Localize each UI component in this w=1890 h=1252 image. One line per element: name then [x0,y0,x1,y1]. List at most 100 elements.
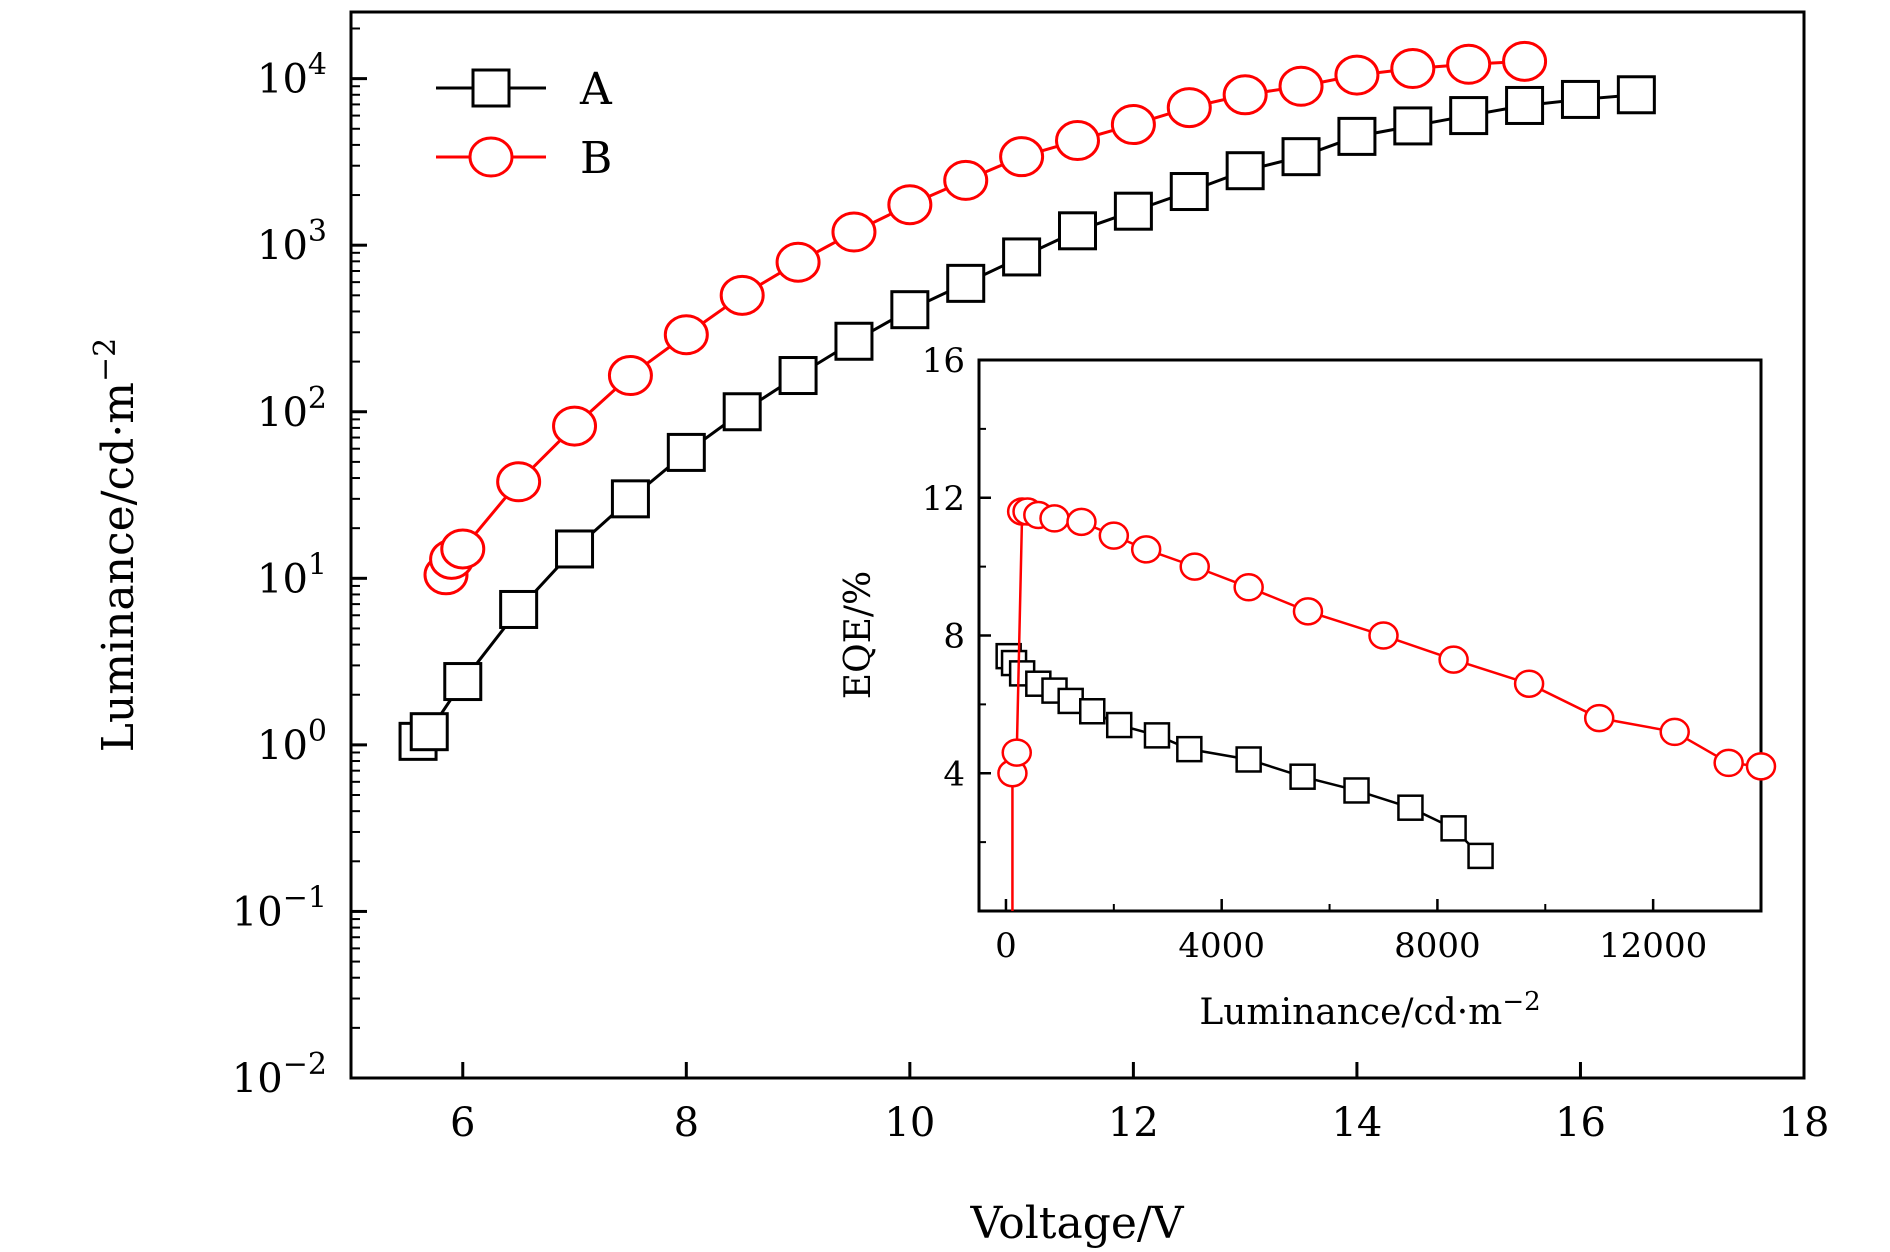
data-point-a [1281,137,1321,177]
y-tick-label-base: 10 [257,390,308,436]
y-tick-label-base: 10 [232,889,283,935]
data-point-b [1334,54,1380,96]
inset-x-axis-title-exp: −2 [1502,987,1540,1017]
inset-data-point-a [1343,777,1370,804]
data-point-b [1055,120,1100,162]
data-point-a [946,263,986,303]
data-point-a [890,290,930,330]
y-axis-title-base: Luminance/cd·m [93,382,144,752]
inset-x-tick-label: 8000 [1394,926,1481,966]
y-tick-label-exp: −2 [283,1047,327,1082]
data-point-a [1560,79,1600,119]
inset-data-point-b [1745,752,1777,781]
y-axis-title: Luminance/cd·m−2 [88,338,144,753]
inset-x-tick-label: 4000 [1178,926,1265,966]
inset-x-axis-title-base: Luminance/cd·m [1199,992,1502,1033]
data-point-a [1002,237,1042,277]
data-point-b [1390,48,1436,90]
inset-data-point-b [1039,504,1070,533]
x-tick-label: 16 [1555,1100,1606,1146]
legend-label-a: A [579,64,613,115]
x-tick-label: 12 [1108,1100,1159,1146]
y-tick-label-exp: 3 [308,214,327,249]
inset-y-tick-label: 8 [943,617,965,657]
y-tick-label-exp: 0 [308,714,327,749]
inset-data-point-b [1130,535,1162,564]
inset-y-tick-label: 12 [922,479,965,519]
inset-data-point-a [1235,746,1262,773]
legend-marker-a [471,68,511,108]
series-line-b [444,59,1525,576]
inset-x-tick-label: 0 [995,926,1017,966]
y-axis-title-exp: −2 [88,338,123,382]
inset-series [995,497,1777,911]
data-point-a [778,356,818,396]
y-tick-label: 10−1 [232,880,327,935]
inset-data-point-a [1289,763,1316,790]
inset-data-point-b [1368,621,1399,650]
inset-data-point-b [1066,507,1097,537]
data-point-b [607,355,653,397]
data-point-a [834,321,874,361]
data-point-b [999,136,1045,178]
inset-data-point-b [1292,597,1324,626]
legend: A B [436,64,613,184]
data-point-b [1166,87,1212,129]
data-point-a [722,392,762,432]
x-tick-label: 8 [674,1100,699,1146]
inset-data-point-b [1513,669,1545,698]
data-point-b [1222,74,1268,116]
x-axis-title: Voltage/V [969,1198,1184,1249]
inset-data-point-a [1397,794,1424,821]
inset-data-point-a [1105,711,1133,739]
data-point-a [610,479,650,519]
inset-data-point-a [1143,722,1171,749]
data-point-a [1616,75,1656,115]
data-point-b [552,405,598,447]
main-plot-frame [349,10,1806,1080]
y-tick-label: 10−2 [232,1047,327,1102]
data-point-b [887,184,933,226]
inset-data-point-a [1467,842,1494,870]
data-point-b [775,241,821,283]
data-point-a [1113,191,1153,231]
data-point-a [1337,116,1377,156]
data-point-b [1446,43,1492,85]
y-tick-label-base: 10 [232,1056,283,1102]
data-point-b [1278,65,1324,107]
data-point-a [409,712,449,752]
data-point-b [943,159,989,201]
data-point-a [1058,211,1097,251]
y-tick-label-exp: 2 [308,381,327,416]
inset-data-point-b [1001,738,1033,767]
y-tick-label: 104 [257,48,327,103]
inset-y-tick-label: 16 [922,341,965,381]
inset-data-point-b [1098,521,1130,550]
data-point-a [1225,151,1265,191]
inset-data-point-b [1659,717,1690,747]
y-tick-label-exp: −1 [283,880,327,915]
legend-label-b: B [580,133,612,184]
y-tick-label-exp: 1 [308,547,327,582]
inset-plot-frame [977,358,1763,913]
y-tick-label: 100 [257,714,327,769]
y-tick-label: 101 [257,547,327,602]
inset-data-point-b [1179,552,1210,581]
y-tick-label-base: 10 [257,223,308,269]
data-point-b [663,314,709,356]
inset-y-tick-label: 4 [943,754,965,794]
x-tick-label: 10 [884,1100,935,1146]
x-tick-label: 18 [1779,1100,1830,1146]
inset-x-axis-title: Luminance/cd·m−2 [1199,987,1540,1033]
data-point-b [831,211,877,253]
inset-data-point-a [1079,698,1106,725]
data-point-b [1502,40,1548,82]
data-point-a [1169,172,1209,212]
inset-data-point-b [1583,703,1615,733]
legend-marker-b [468,136,514,178]
inset-data-point-a [1440,815,1467,842]
inset-data-point-b [1233,573,1264,602]
x-tick-label: 14 [1331,1100,1382,1146]
